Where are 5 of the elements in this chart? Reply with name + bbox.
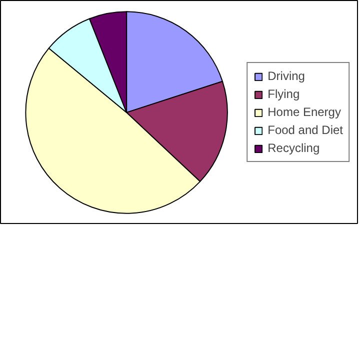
legend-label: Food and Diet <box>268 123 343 137</box>
legend-label: Recycling <box>268 141 320 155</box>
legend-label: Flying <box>268 87 300 101</box>
legend-label: Driving <box>268 69 305 83</box>
legend-label: Home Energy <box>268 105 341 119</box>
